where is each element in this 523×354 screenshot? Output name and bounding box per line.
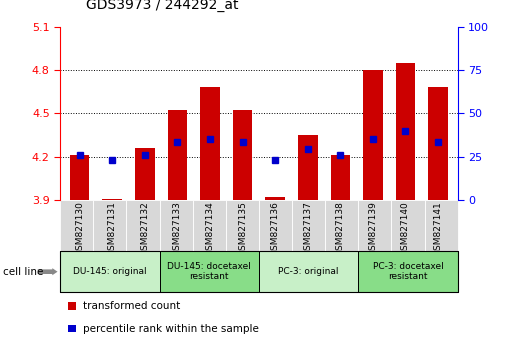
Text: DU-145: docetaxel
resistant: DU-145: docetaxel resistant bbox=[167, 262, 251, 281]
Text: PC-3: docetaxel
resistant: PC-3: docetaxel resistant bbox=[372, 262, 444, 281]
Text: DU-145: original: DU-145: original bbox=[73, 267, 146, 276]
Text: percentile rank within the sample: percentile rank within the sample bbox=[83, 324, 258, 333]
Text: cell line: cell line bbox=[3, 267, 43, 277]
Bar bbox=[363, 70, 383, 200]
Text: GDS3973 / 244292_at: GDS3973 / 244292_at bbox=[86, 0, 239, 12]
Bar bbox=[135, 148, 155, 200]
Bar bbox=[396, 63, 415, 200]
Bar bbox=[103, 199, 122, 200]
Bar bbox=[331, 155, 350, 200]
Text: PC-3: original: PC-3: original bbox=[278, 267, 339, 276]
Bar bbox=[428, 87, 448, 200]
Bar bbox=[70, 155, 89, 200]
Bar bbox=[168, 110, 187, 200]
Bar bbox=[265, 197, 285, 200]
Bar bbox=[233, 110, 253, 200]
Bar bbox=[200, 87, 220, 200]
Bar bbox=[298, 135, 317, 200]
Text: transformed count: transformed count bbox=[83, 301, 180, 311]
